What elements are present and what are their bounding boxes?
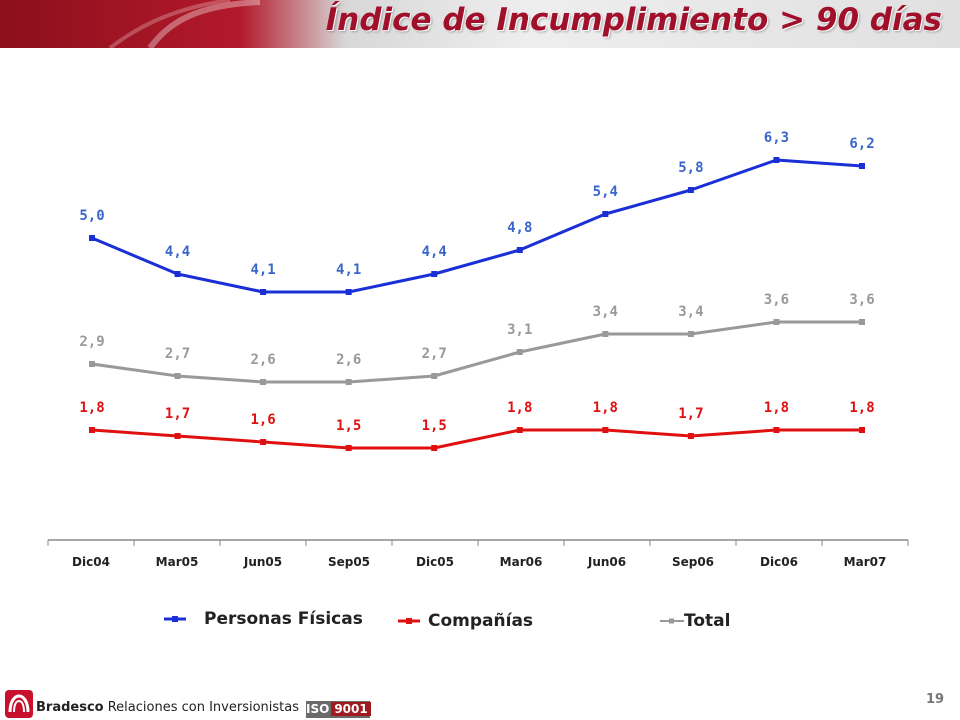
data-label: 4,1 xyxy=(250,262,275,278)
data-label: 1,8 xyxy=(849,400,874,416)
data-label: 2,9 xyxy=(79,334,104,350)
data-label: 1,8 xyxy=(79,400,104,416)
legend-item-companias: Compañías xyxy=(398,606,533,636)
data-point-marker xyxy=(602,211,609,217)
x-axis-tick-labels: Dic04 Mar05 Jun05 Sep05 Dic05 Mar06 Jun06 Sep06… xyxy=(72,555,886,569)
line-chart: Dic04 Mar05 Jun05 Sep05 Dic05 Mar06 Jun06 Sep06… xyxy=(47,130,909,569)
data-point-marker xyxy=(859,163,865,169)
data-label: 5,0 xyxy=(79,208,104,224)
data-label: 2,6 xyxy=(336,352,361,368)
header-band xyxy=(0,0,960,48)
legend-label-total: Total xyxy=(684,611,731,631)
data-label: 2,7 xyxy=(422,346,447,362)
page-title: Índice de Incumplimiento > 90 días xyxy=(325,2,942,38)
data-label: 4,8 xyxy=(507,220,532,236)
data-label: 1,7 xyxy=(678,406,703,422)
data-label: 6,3 xyxy=(764,130,789,146)
x-tick-label: Mar06 xyxy=(500,555,543,569)
data-label: 3,4 xyxy=(678,304,703,320)
series-line xyxy=(91,158,863,294)
data-label: 1,8 xyxy=(593,400,618,416)
data-point-marker xyxy=(431,271,438,277)
data-labels: 5,0 4,4 4,1 4,1 4,4 4,8 5,4 5,8 6,3 6,2 1,8 1,7 1,6 1… xyxy=(79,130,874,434)
data-point-marker xyxy=(687,187,694,193)
data-point-marker xyxy=(89,361,95,367)
data-label: 1,8 xyxy=(507,400,532,416)
series-markers xyxy=(89,157,865,451)
series-lines xyxy=(91,158,863,450)
data-point-marker xyxy=(174,373,181,379)
x-tick-label: Jun06 xyxy=(587,555,626,569)
data-point-marker xyxy=(89,427,95,433)
data-point-marker xyxy=(516,247,523,253)
x-tick-label: Mar07 xyxy=(844,555,887,569)
x-axis-ticks xyxy=(47,540,909,546)
data-point-marker xyxy=(773,157,780,163)
data-point-marker xyxy=(260,379,267,385)
x-tick-label: Jun05 xyxy=(243,555,282,569)
data-point-marker xyxy=(516,349,523,355)
series-line xyxy=(91,428,862,450)
x-tick-label: Mar05 xyxy=(156,555,199,569)
data-point-marker xyxy=(345,445,352,451)
data-point-marker xyxy=(859,319,865,325)
data-point-marker xyxy=(174,433,181,439)
header-swoosh-decoration xyxy=(108,0,261,48)
legend-label-companias: Compañías xyxy=(428,611,534,631)
data-point-marker xyxy=(859,427,865,433)
data-point-marker xyxy=(431,373,438,379)
data-label: 5,8 xyxy=(678,160,703,176)
x-tick-label: Sep05 xyxy=(328,555,370,569)
x-tick-label: Dic04 xyxy=(72,555,110,569)
data-label: 4,4 xyxy=(165,244,190,260)
page-number: 19 xyxy=(926,692,945,707)
data-point-marker xyxy=(345,289,352,295)
iso-badge: ISO 9001 xyxy=(306,701,371,718)
legend-item-personas-fisicas: Personas Físicas xyxy=(164,604,363,634)
footer-brand: Bradesco xyxy=(36,700,104,715)
x-tick-label: Dic06 xyxy=(760,555,798,569)
data-label: 1,5 xyxy=(422,418,447,434)
data-label: 3,6 xyxy=(764,292,789,308)
data-point-marker xyxy=(345,379,352,385)
data-label: 3,1 xyxy=(507,322,532,338)
data-label: 5,4 xyxy=(593,184,618,200)
data-label: 3,4 xyxy=(593,304,618,320)
data-label: 2,7 xyxy=(165,346,190,362)
legend-item-total: Total xyxy=(660,606,730,636)
legend-swatch-personas-fisicas-icon xyxy=(164,616,186,622)
data-label: 4,4 xyxy=(422,244,447,260)
data-point-marker xyxy=(89,235,95,241)
legend-swatch-total-icon xyxy=(660,618,684,624)
data-point-marker xyxy=(773,319,780,325)
footer-text: Bradesco Relaciones con Inversionistas xyxy=(36,700,299,715)
data-point-marker xyxy=(602,427,609,433)
data-label: 1,5 xyxy=(336,418,361,434)
data-label: 1,8 xyxy=(764,400,789,416)
data-point-marker xyxy=(687,433,694,439)
legend-label-personas-fisicas: Personas Físicas xyxy=(204,609,363,629)
data-label: 6,2 xyxy=(849,136,874,152)
data-point-marker xyxy=(260,439,267,445)
x-tick-label: Dic05 xyxy=(416,555,454,569)
iso-badge-prefix: ISO xyxy=(306,702,330,716)
data-point-marker xyxy=(174,271,181,277)
data-point-marker xyxy=(773,427,780,433)
series-line xyxy=(91,320,862,384)
bradesco-logo-icon xyxy=(5,690,33,718)
data-label: 1,7 xyxy=(165,406,190,422)
data-point-marker xyxy=(687,331,694,337)
iso-badge-number: 9001 xyxy=(331,702,371,716)
data-point-marker xyxy=(431,445,438,451)
data-label: 2,6 xyxy=(250,352,275,368)
data-label: 3,6 xyxy=(849,292,874,308)
data-point-marker xyxy=(516,427,523,433)
data-point-marker xyxy=(602,331,609,337)
data-label: 1,6 xyxy=(250,412,275,428)
data-point-marker xyxy=(260,289,267,295)
footer-subtitle: Relaciones con Inversionistas xyxy=(107,700,299,715)
x-tick-label: Sep06 xyxy=(672,555,714,569)
legend-swatch-companias-icon xyxy=(398,618,420,624)
data-label: 4,1 xyxy=(336,262,361,278)
